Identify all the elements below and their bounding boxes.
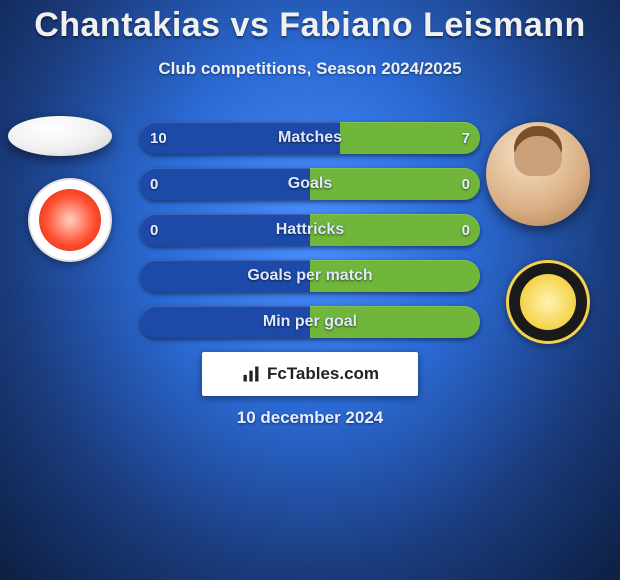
stat-label: Goals xyxy=(140,168,480,200)
stat-row: Goals0 0 xyxy=(140,168,480,200)
stat-label: Matches xyxy=(140,122,480,154)
player-right-avatar xyxy=(486,122,590,226)
bar-chart-icon xyxy=(241,364,261,384)
stat-row: Min per goal xyxy=(140,306,480,338)
club-left-crest xyxy=(28,178,112,262)
stat-value-left: 0 xyxy=(150,168,158,200)
date-stamp: 10 december 2024 xyxy=(0,408,620,428)
stat-label: Min per goal xyxy=(140,306,480,338)
stat-row: Goals per match xyxy=(140,260,480,292)
page-subtitle: Club competitions, Season 2024/2025 xyxy=(0,59,620,79)
page-title: Chantakias vs Fabiano Leismann xyxy=(0,0,620,45)
stat-label: Hattricks xyxy=(140,214,480,246)
stat-row: Hattricks0 0 xyxy=(140,214,480,246)
stat-row: Matches10 7 xyxy=(140,122,480,154)
infographic: Chantakias vs Fabiano Leismann Club comp… xyxy=(0,0,620,580)
stat-value-right: 0 xyxy=(462,168,470,200)
stat-label: Goals per match xyxy=(140,260,480,292)
club-right-crest xyxy=(506,260,590,344)
branding-badge: FcTables.com xyxy=(202,352,418,396)
comparison-bars: Matches107Goals00Hattricks00Goals per ma… xyxy=(140,122,480,352)
stat-value-left: 0 xyxy=(150,214,158,246)
stat-value-right: 7 xyxy=(462,122,470,154)
player-left-avatar xyxy=(8,116,112,156)
stat-value-right: 0 xyxy=(462,214,470,246)
stat-value-left: 10 xyxy=(150,122,167,154)
branding-text: FcTables.com xyxy=(267,364,379,384)
